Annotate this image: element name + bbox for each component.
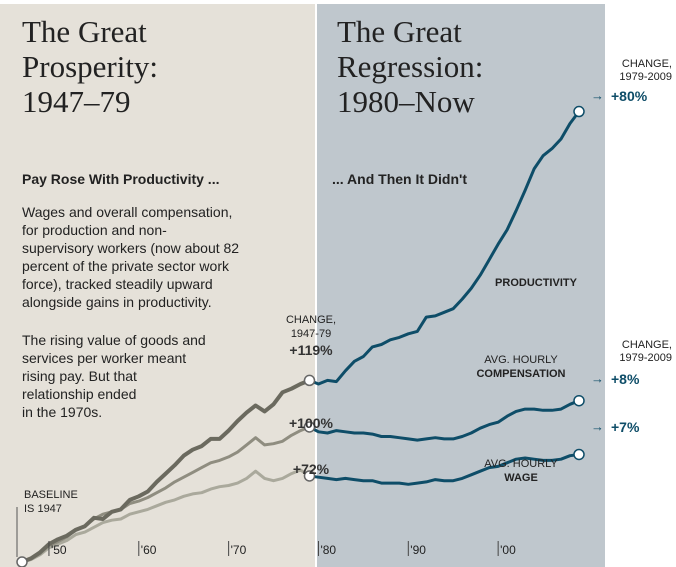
change-1979-2009-mid-label-line-1: CHANGE, — [622, 339, 672, 351]
right-title-line-1: The Great — [337, 14, 462, 49]
left-paragraph-2-line-2: services per worker meant — [22, 350, 186, 366]
productivity-label-1947-79: +119% — [289, 342, 333, 358]
compensation-point-2009 — [573, 394, 585, 407]
right-title-line-2: Regression: — [337, 49, 483, 84]
right-title-line-3: 1980–Now — [337, 84, 475, 119]
compensation-arrow-icon: → — [591, 371, 604, 386]
baseline-label-line-2: IS 1947 — [24, 503, 62, 515]
x-tick-label: '90 — [410, 543, 426, 557]
left-paragraph-2-line-1: The rising value of goods and — [22, 332, 206, 348]
wage-series-label-line-1: AVG. HOURLY — [484, 458, 558, 470]
productivity-line-1980-2009 — [308, 110, 581, 386]
x-tick-label: '50 — [51, 543, 67, 557]
compensation-series-label-line-2: COMPENSATION — [476, 368, 565, 380]
change-1979-2009-top-label-line-1: CHANGE, — [622, 58, 672, 70]
left-paragraph-1-line-5: force), tracked steadily upward — [22, 276, 213, 292]
change-1979-2009-mid-label-line-2: 1979-2009 — [619, 352, 672, 364]
series-layer — [16, 105, 585, 567]
wage-line-1947-79 — [20, 468, 311, 564]
left-paragraph-1-line-2: for production and non- — [22, 222, 167, 238]
compensation-label-1979-2009: +8% — [611, 371, 640, 387]
productivity-label-1979-2009: +80% — [611, 88, 648, 104]
wage-label-1979-2009: +7% — [611, 419, 640, 435]
wage-point-2009 — [573, 448, 585, 461]
left-paragraph-2-line-5: in the 1970s. — [22, 404, 102, 420]
productivity-point-1979 — [303, 374, 316, 387]
left-title-line-3: 1947–79 — [22, 84, 131, 119]
left-paragraph-1-line-1: Wages and overall compensation, — [22, 204, 232, 220]
change-1979-2009-top-label-line-2: 1979-2009 — [619, 71, 672, 83]
left-paragraph-1-line-3: supervisory workers (now about 82 — [22, 240, 239, 256]
left-panel-background — [0, 4, 315, 567]
right-subtitle: ... And Then It Didn't — [332, 171, 467, 187]
wage-series-label-line-2: WAGE — [504, 472, 538, 484]
compensation-series-label-line-1: AVG. HOURLY — [484, 354, 558, 366]
left-paragraph-1-line-6: alongside gains in productivity. — [22, 294, 212, 310]
left-paragraph-1-line-4: percent of the private sector work — [22, 258, 230, 274]
x-tick-label: '80 — [320, 543, 336, 557]
right-panel-background — [317, 4, 605, 567]
left-subtitle: Pay Rose With Productivity ... — [22, 171, 219, 187]
wage-arrow-icon: → — [591, 419, 604, 434]
baseline-label-line-1: BASELINE — [24, 489, 78, 501]
change-1947-79-label-line-1: CHANGE, — [286, 314, 336, 326]
wage-line-1980-2009 — [308, 453, 581, 486]
wage-label-1947-79: +72% — [293, 461, 330, 477]
productivity-arrow-icon: → — [591, 88, 604, 103]
compensation-line-1980-2009 — [308, 399, 581, 442]
wage-point-1979 — [303, 470, 316, 482]
compensation-point-1979 — [303, 421, 316, 433]
x-tick-label: '00 — [500, 543, 516, 557]
productivity-line-1947-79 — [20, 378, 312, 564]
left-paragraph-2-line-3: rising pay. But that — [22, 368, 137, 384]
productivity-point-2009 — [573, 105, 585, 118]
change-1947-79-label-line-2: 1947-79 — [291, 328, 331, 340]
left-title-line-2: Prosperity: — [22, 49, 158, 84]
productivity-series-label: PRODUCTIVITY — [495, 277, 578, 289]
x-tick-label: '70 — [231, 543, 247, 557]
left-title-line-1: The Great — [22, 14, 147, 49]
baseline-point — [16, 556, 28, 567]
x-tick-label: '60 — [141, 543, 157, 557]
left-paragraph-2-line-4: relationship ended — [22, 386, 136, 402]
compensation-label-1947-79: +100% — [289, 415, 334, 431]
